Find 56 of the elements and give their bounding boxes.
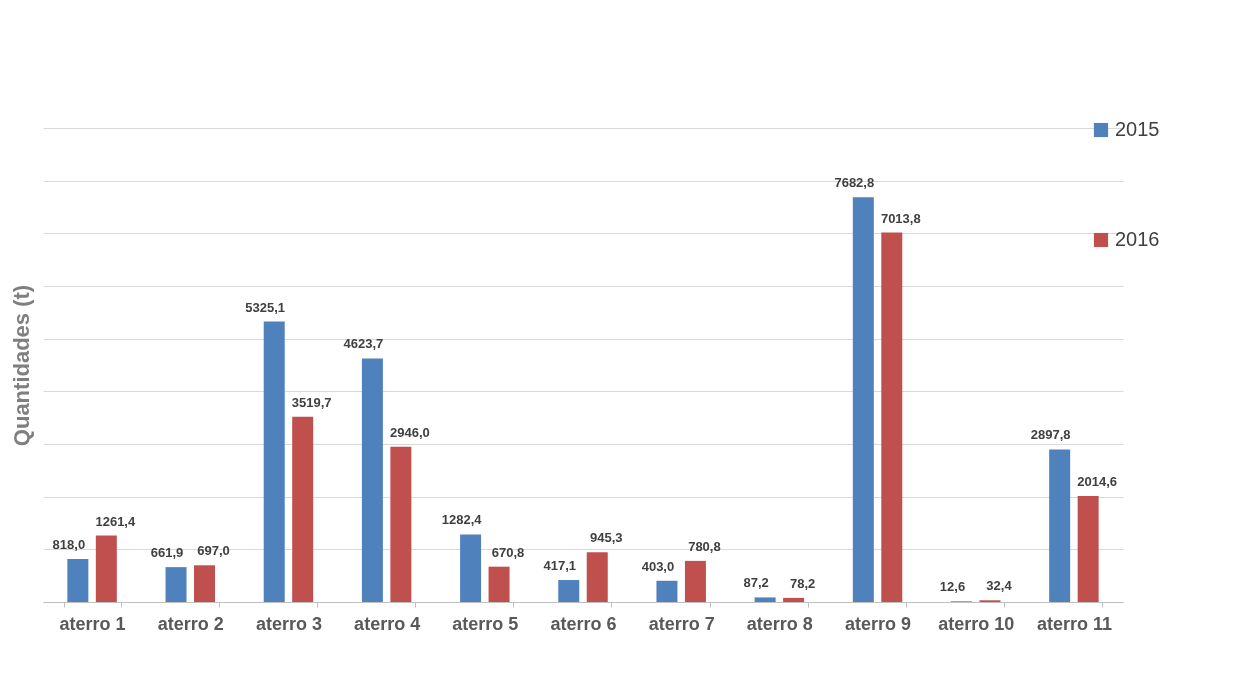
legend-label: 2016: [1115, 228, 1160, 250]
data-label: 87,2: [743, 575, 769, 591]
x-tick-label: aterro 10: [938, 613, 1015, 634]
x-tick-label: aterro 9: [845, 613, 912, 634]
bar: [684, 560, 706, 602]
data-label: 5325,1: [245, 299, 286, 315]
data-label: 2946,0: [389, 424, 430, 440]
data-label: 78,2: [789, 575, 816, 591]
bar: [1077, 495, 1099, 602]
data-label: 2014,6: [1077, 473, 1118, 489]
bar: [95, 535, 117, 602]
bar: [852, 197, 874, 602]
bar: [586, 552, 608, 602]
x-tick-label: aterro 11: [1036, 613, 1112, 634]
x-tick-label: aterro 4: [354, 613, 421, 634]
bar: [656, 580, 678, 602]
data-label: 1282,4: [441, 512, 483, 528]
y-axis-title: Quantidades (t): [8, 284, 34, 447]
data-label: 7013,8: [880, 210, 921, 226]
x-tick-label: aterro 3: [255, 613, 322, 634]
data-label: 945,3: [589, 530, 623, 546]
data-label: 697,0: [197, 543, 230, 559]
bar: [460, 534, 482, 602]
data-label: 32,4: [986, 578, 1013, 594]
bar: [263, 321, 285, 602]
data-label: 417,1: [543, 558, 577, 574]
bar: [67, 558, 89, 602]
data-label: 1261,4: [95, 513, 136, 529]
data-label: 12,6: [939, 579, 966, 595]
data-label: 4623,7: [343, 336, 384, 352]
bar: [165, 567, 187, 602]
data-label: 818,0: [52, 536, 86, 552]
data-label: 780,8: [688, 538, 721, 554]
data-label: 7682,8: [834, 175, 875, 191]
bar: [1049, 449, 1071, 602]
legend-label: 2015: [1115, 118, 1160, 140]
x-tick-label: aterro 7: [648, 613, 715, 634]
x-tick-label: aterro 5: [452, 613, 519, 634]
x-tick-label: aterro 8: [746, 613, 813, 634]
bar: [292, 416, 314, 602]
x-tick-label: aterro 2: [157, 613, 224, 634]
x-tick-label: aterro 1: [59, 613, 126, 634]
data-label: 661,9: [150, 545, 184, 561]
data-label: 670,8: [491, 544, 525, 560]
bar: [558, 580, 580, 602]
bar: [783, 597, 805, 602]
data-label: 2897,8: [1030, 427, 1071, 443]
bar: [194, 565, 216, 602]
x-tick-label: aterro 6: [550, 613, 617, 634]
bar: [390, 446, 412, 602]
bar: [488, 566, 510, 602]
bar: [361, 358, 383, 602]
bar: [881, 232, 903, 602]
data-label: 403,0: [641, 558, 675, 574]
data-label: 3519,7: [291, 394, 332, 410]
bar: [754, 597, 776, 602]
